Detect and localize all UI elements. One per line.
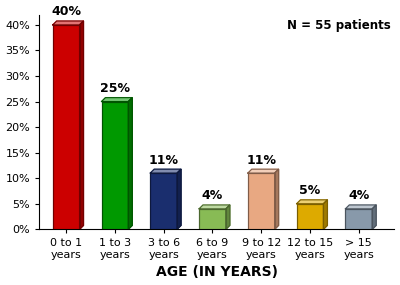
Polygon shape: [346, 205, 376, 209]
Text: 40%: 40%: [51, 5, 81, 19]
FancyBboxPatch shape: [53, 25, 80, 229]
Text: 4%: 4%: [348, 190, 370, 202]
Polygon shape: [80, 21, 84, 229]
FancyBboxPatch shape: [199, 209, 226, 229]
FancyBboxPatch shape: [150, 173, 177, 229]
Text: 4%: 4%: [202, 190, 223, 202]
Text: 25%: 25%: [100, 82, 130, 95]
FancyBboxPatch shape: [102, 101, 128, 229]
Text: 11%: 11%: [149, 154, 179, 167]
FancyBboxPatch shape: [297, 204, 324, 229]
Text: 5%: 5%: [300, 184, 321, 197]
Polygon shape: [226, 205, 230, 229]
Text: 11%: 11%: [246, 154, 276, 167]
FancyBboxPatch shape: [346, 209, 372, 229]
Polygon shape: [324, 200, 327, 229]
Polygon shape: [199, 205, 230, 209]
X-axis label: AGE (IN YEARS): AGE (IN YEARS): [156, 265, 278, 280]
Polygon shape: [102, 98, 132, 101]
Polygon shape: [128, 98, 132, 229]
Polygon shape: [150, 169, 181, 173]
Polygon shape: [53, 21, 84, 25]
Text: N = 55 patients: N = 55 patients: [287, 19, 391, 32]
Polygon shape: [248, 169, 278, 173]
Polygon shape: [275, 169, 278, 229]
Polygon shape: [297, 200, 327, 204]
Polygon shape: [177, 169, 181, 229]
FancyBboxPatch shape: [248, 173, 275, 229]
Polygon shape: [372, 205, 376, 229]
